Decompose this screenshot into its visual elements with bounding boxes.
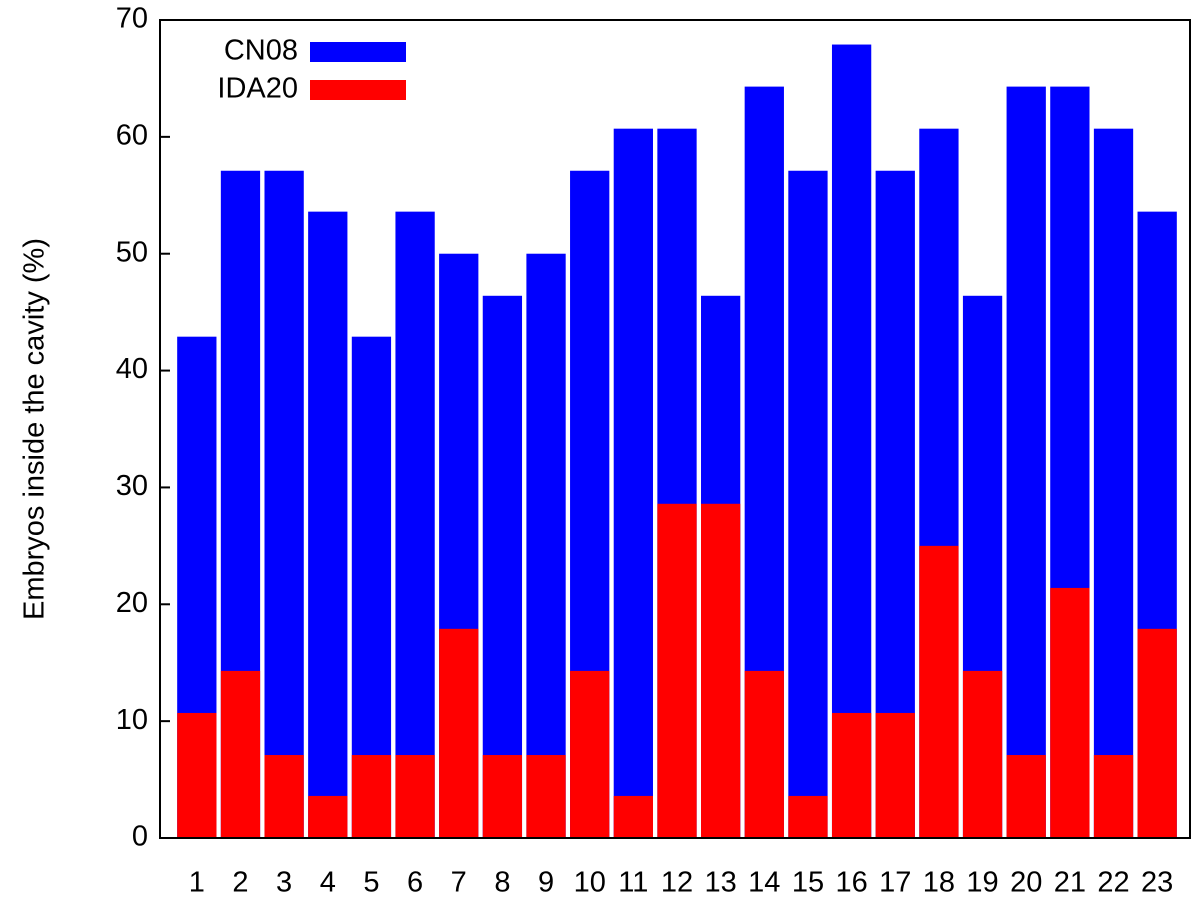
x-tick-label: 11 [618,867,648,898]
x-tick-label: 20 [1010,867,1042,898]
bar [264,755,304,838]
x-tick-label: 4 [320,867,336,898]
x-tick-label: 13 [705,867,737,898]
y-tick-label: 60 [116,120,148,152]
bar [613,795,653,838]
bar [788,170,828,838]
x-tick-label: 16 [835,867,867,898]
bar [1050,587,1090,838]
bar [788,795,828,838]
bar [831,712,872,838]
bar [657,503,697,838]
bar [395,211,435,838]
y-tick-label: 30 [116,470,148,502]
bar [308,211,348,838]
x-tick-label: 14 [748,867,780,898]
x-tick-label: 8 [494,867,510,898]
x-tick-label: 5 [363,867,379,898]
x-tick-label: 22 [1097,867,1129,898]
bar [526,755,566,838]
x-tick-label: 1 [189,867,205,898]
legend-label: IDA20 [217,73,298,105]
y-tick-label: 70 [116,3,148,35]
y-tick-label: 10 [116,704,148,736]
x-tick-label: 9 [538,867,554,898]
y-tick-label: 40 [116,353,148,385]
bar [177,712,217,838]
bar [1093,755,1134,838]
bar [1137,628,1177,838]
x-tick-label: 6 [407,867,423,898]
bar [482,295,523,839]
x-tick-label: 19 [966,867,998,898]
bar [482,755,523,838]
x-tick-label: 23 [1141,867,1173,898]
bar [1006,86,1046,838]
bar [570,670,610,838]
x-tick-label: 10 [574,867,606,898]
bar [220,670,261,838]
bar [1006,755,1046,838]
bar [308,795,348,838]
x-tick-label: 2 [232,867,248,898]
legend-swatch [310,42,406,62]
legend-swatch [310,80,406,100]
bar [875,712,915,838]
bar [613,128,653,839]
bar [395,755,435,838]
x-tick-label: 21 [1054,867,1086,898]
bar [919,545,959,838]
x-tick-label: 12 [661,867,693,898]
bar [439,628,479,838]
bar [744,670,784,838]
bar [831,44,872,839]
x-tick-label: 17 [879,867,911,898]
x-tick-label: 7 [451,867,467,898]
y-tick-label: 0 [132,821,148,853]
x-tick-label: 15 [792,867,824,898]
plot-frame [159,19,1191,839]
bar [264,170,304,838]
bar [1093,128,1134,839]
bar [526,253,566,838]
bar [701,503,741,838]
bar [351,336,392,838]
y-axis-label: Embryos inside the cavity (%) [19,238,51,620]
y-tick-label: 50 [116,236,148,268]
x-tick-label: 18 [923,867,955,898]
legend-label: CN08 [224,35,298,67]
bar [962,670,1003,838]
y-tick-label: 20 [116,587,148,619]
bar [351,755,392,838]
x-tick-label: 3 [276,867,292,898]
